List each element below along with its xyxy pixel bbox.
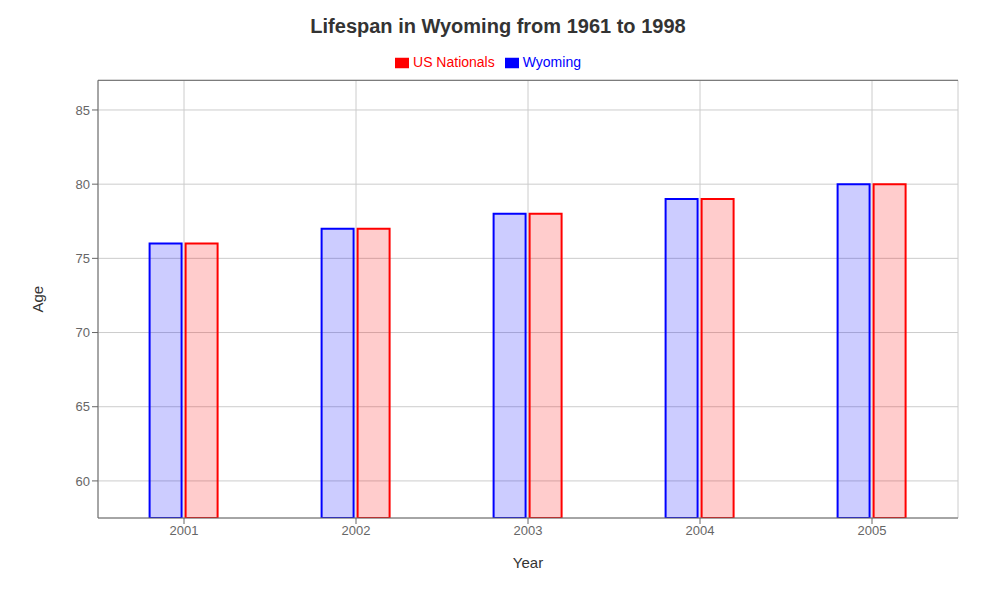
svg-text:70: 70: [76, 325, 90, 340]
svg-text:80: 80: [76, 177, 90, 192]
svg-text:Year: Year: [513, 554, 543, 571]
svg-text:75: 75: [76, 251, 90, 266]
svg-text:85: 85: [76, 103, 90, 118]
html-text:Lifespan in Wyoming from 1961: Lifespan in Wyoming from 1961 to 1998: [310, 15, 686, 37]
svg-text:2002: 2002: [342, 523, 371, 538]
svg-text:Age: Age: [29, 286, 46, 313]
svg-text:60: 60: [76, 474, 90, 489]
svg-text:2003: 2003: [514, 523, 543, 538]
svg-text:2005: 2005: [858, 523, 887, 538]
svg-text:2004: 2004: [686, 523, 715, 538]
html-text:US Nationals: US Nationals: [413, 54, 495, 70]
svg-text:2001: 2001: [170, 523, 199, 538]
html-text:Wyoming: Wyoming: [522, 54, 581, 70]
svg-text:65: 65: [76, 399, 90, 414]
